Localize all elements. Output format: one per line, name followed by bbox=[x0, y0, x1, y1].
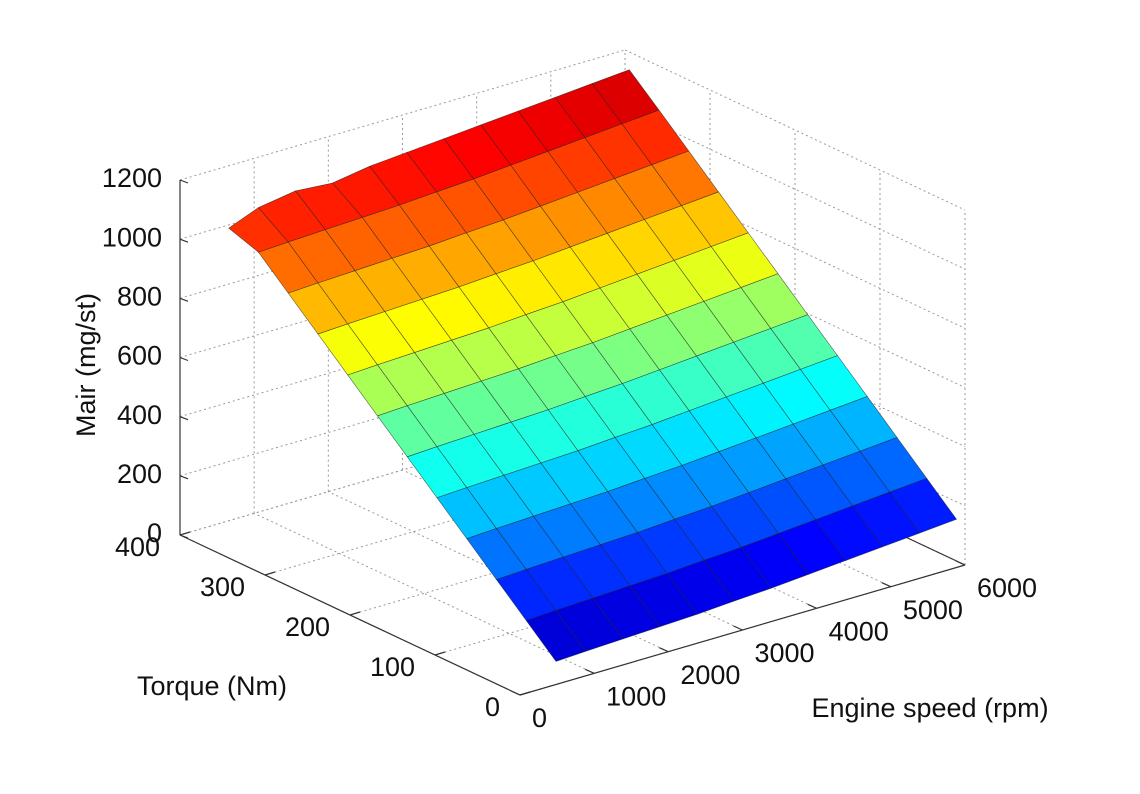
z-tick bbox=[179, 179, 189, 184]
y-tick-label: 300 bbox=[200, 572, 245, 602]
z-tick bbox=[179, 356, 189, 362]
z-tick-label: 1200 bbox=[102, 163, 162, 193]
y-tick bbox=[434, 651, 446, 656]
z-tick-label: 600 bbox=[117, 341, 162, 371]
x-tick bbox=[659, 647, 669, 653]
z-tick-label: 0 bbox=[147, 518, 162, 548]
z-tick bbox=[179, 297, 189, 302]
z-tick-label: 200 bbox=[117, 459, 162, 489]
y-tick-label: 0 bbox=[485, 692, 500, 722]
x-tick-label: 0 bbox=[532, 703, 547, 733]
z-tick-label: 800 bbox=[117, 281, 162, 311]
x-tick bbox=[510, 690, 521, 696]
surface-patch bbox=[525, 610, 587, 662]
x-tick bbox=[881, 582, 892, 588]
z-tick bbox=[179, 238, 189, 243]
x-tick-label: 1000 bbox=[606, 681, 666, 711]
x-tick bbox=[807, 603, 817, 609]
x-tick bbox=[584, 668, 595, 674]
x-tick-label: 5000 bbox=[903, 595, 963, 625]
x-tick-label: 2000 bbox=[680, 660, 740, 690]
x-tick bbox=[733, 625, 743, 631]
z-tick bbox=[179, 475, 189, 480]
y-tick-label: 200 bbox=[285, 612, 330, 642]
x-axis-label: Engine speed (rpm) bbox=[811, 693, 1048, 723]
y-tick bbox=[264, 571, 276, 576]
y-tick-label: 400 bbox=[115, 532, 160, 562]
y-tick bbox=[519, 691, 531, 696]
y-tick-label: 100 bbox=[370, 652, 415, 682]
x-tick-label: 3000 bbox=[755, 638, 815, 668]
z-tick bbox=[179, 534, 189, 539]
z-tick-label: 400 bbox=[117, 400, 162, 430]
x-tick-label: 6000 bbox=[977, 573, 1037, 603]
y-tick bbox=[349, 611, 361, 616]
z-tick-label: 1000 bbox=[102, 222, 162, 252]
y-tick bbox=[179, 531, 191, 536]
x-tick bbox=[955, 560, 966, 566]
z-tick bbox=[179, 416, 189, 421]
z-axis-label: Mair (mg/st) bbox=[71, 293, 101, 437]
y-axis-label: Torque (Nm) bbox=[137, 671, 287, 701]
grid-line bbox=[179, 49, 626, 181]
x-tick-label: 4000 bbox=[829, 616, 889, 646]
